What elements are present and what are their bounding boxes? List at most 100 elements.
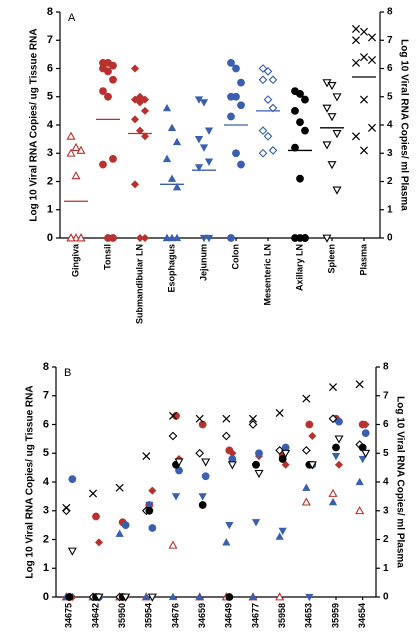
y2-tick-label: 1 xyxy=(387,204,393,215)
data-point xyxy=(248,592,258,601)
y2-tick-label: 6 xyxy=(383,419,389,430)
data-point xyxy=(167,233,177,242)
data-point xyxy=(162,154,172,163)
data-point xyxy=(168,411,178,420)
y-tick-label: 7 xyxy=(47,34,53,46)
x-tick-label: Spleen xyxy=(326,244,336,274)
data-point xyxy=(301,445,311,455)
data-point xyxy=(322,141,332,150)
data-point xyxy=(135,98,145,107)
data-point xyxy=(351,24,361,33)
data-point xyxy=(140,95,150,104)
y-tick-label: 8 xyxy=(47,6,53,18)
data-point xyxy=(167,123,177,132)
data-point xyxy=(268,75,278,85)
data-point xyxy=(204,158,214,166)
y-tick-label: 8 xyxy=(43,361,49,373)
data-point xyxy=(328,488,338,497)
data-point xyxy=(145,501,154,510)
data-point xyxy=(104,67,112,76)
data-point xyxy=(148,524,157,532)
data-point xyxy=(252,460,260,469)
data-point xyxy=(194,164,204,172)
data-point xyxy=(76,233,86,242)
data-point xyxy=(198,420,207,429)
y2-axis-title: Log 10 Viral RNA Copies/ ml Plasma xyxy=(394,396,405,568)
data-point xyxy=(331,452,341,461)
x-tick-label: 34642 xyxy=(90,603,100,628)
data-point xyxy=(255,449,263,458)
data-point xyxy=(278,455,287,463)
data-point xyxy=(66,148,76,157)
data-point xyxy=(198,501,207,509)
data-point xyxy=(327,113,337,122)
data-point xyxy=(172,182,182,191)
data-point xyxy=(227,112,235,121)
data-point xyxy=(94,593,104,602)
data-point xyxy=(121,521,130,530)
x-tick-label: Jejunum xyxy=(198,244,208,281)
data-point xyxy=(225,521,234,530)
data-point xyxy=(248,420,258,429)
data-point xyxy=(359,27,369,36)
data-point xyxy=(268,103,278,113)
data-point xyxy=(204,234,214,243)
data-point xyxy=(104,92,112,101)
data-point xyxy=(140,233,150,243)
x-tick-label: 34676 xyxy=(170,603,180,628)
y2-tick-label: 2 xyxy=(387,176,393,187)
data-point xyxy=(275,408,284,418)
data-point xyxy=(278,527,287,536)
data-point xyxy=(162,103,172,112)
data-point xyxy=(302,394,311,403)
data-point xyxy=(115,529,124,537)
data-point xyxy=(227,234,235,242)
data-point xyxy=(268,146,278,155)
data-point xyxy=(263,131,273,141)
x-tick-label: Gingiva xyxy=(70,243,80,277)
data-point xyxy=(263,66,273,76)
data-point xyxy=(221,431,231,441)
y-tick-label: 2 xyxy=(43,533,49,545)
data-point xyxy=(167,174,177,182)
y2-tick-label: 1 xyxy=(383,563,389,574)
data-point xyxy=(76,145,86,154)
x-tick-label: 35959 xyxy=(330,603,340,628)
data-point xyxy=(130,95,140,104)
x-tick-label: 34659 xyxy=(197,603,207,628)
data-point xyxy=(328,497,338,506)
x-tick-label: 35954 xyxy=(144,603,154,628)
data-point xyxy=(291,143,299,152)
data-point xyxy=(130,180,140,189)
data-point xyxy=(367,123,377,132)
x-tick-label: 34675 xyxy=(64,603,74,628)
y-tick-label: 4 xyxy=(43,476,50,488)
x-tick-label: Plasma xyxy=(358,243,368,276)
data-point xyxy=(301,126,309,135)
data-point xyxy=(66,233,76,242)
data-point xyxy=(332,93,342,102)
data-point xyxy=(367,56,377,65)
data-point xyxy=(237,78,245,87)
data-point xyxy=(327,161,337,170)
y2-tick-label: 0 xyxy=(387,233,393,244)
y2-tick-label: 0 xyxy=(383,592,389,603)
data-point xyxy=(142,592,151,601)
data-point xyxy=(62,503,71,512)
data-point xyxy=(254,469,264,479)
data-point xyxy=(351,132,361,141)
y-axis-title: Log 10 Viral RNA Copies/ ug Tissue RNA xyxy=(25,385,36,578)
data-point xyxy=(335,417,343,426)
y2-tick-label: 2 xyxy=(383,534,389,545)
data-point xyxy=(222,414,231,423)
y-axis-title: Log 10 Viral RNA Copies/ ug Tissue RNA xyxy=(29,28,40,221)
data-point xyxy=(142,452,151,461)
data-point xyxy=(275,532,284,540)
y2-tick-label: 3 xyxy=(383,505,389,516)
y-tick-label: 5 xyxy=(47,91,53,103)
data-point xyxy=(148,486,157,495)
data-point xyxy=(258,148,268,158)
data-point xyxy=(302,483,311,491)
data-point xyxy=(308,431,317,441)
data-point xyxy=(71,171,81,180)
